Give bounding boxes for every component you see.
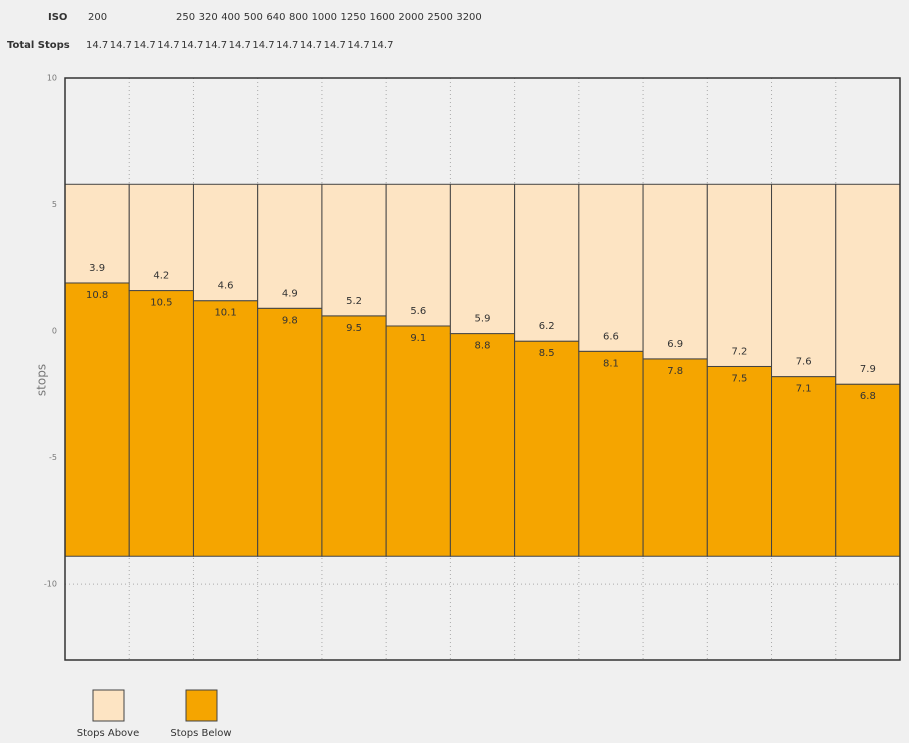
value-label: 8.1 <box>603 358 619 369</box>
bar-segment <box>642 358 708 557</box>
total-value: 14.7 <box>86 40 108 51</box>
bar-segment <box>514 183 580 342</box>
bar-segment <box>257 307 323 557</box>
y-tick-label: 5 <box>52 200 57 209</box>
bar-segment <box>642 183 708 360</box>
value-label: 4.9 <box>282 288 298 299</box>
value-label: 8.8 <box>475 341 491 352</box>
legend-swatch <box>92 689 125 722</box>
bar-segment <box>578 350 644 557</box>
iso-value: 500 <box>244 12 263 23</box>
iso-value: 250 <box>176 12 195 23</box>
value-label: 4.2 <box>153 271 169 282</box>
bar-segment <box>192 183 259 302</box>
y-tick-label: 0 <box>52 327 57 336</box>
total-value: 14.7 <box>252 40 274 51</box>
total-row: 14.7 14.7 14.7 14.7 14.7 14.7 14.7 14.7 14.7 14.7… <box>86 40 393 51</box>
value-label: 7.8 <box>667 366 683 377</box>
value-label: 8.5 <box>539 348 555 359</box>
total-value: 14.7 <box>371 40 393 51</box>
bar-segment <box>128 183 194 292</box>
total-value: 14.7 <box>347 40 369 51</box>
total-value: 14.7 <box>205 40 227 51</box>
legend-label: Stops Above <box>77 728 140 739</box>
total-value: 14.7 <box>134 40 156 51</box>
plot-frame <box>64 77 901 661</box>
value-label: 4.6 <box>218 281 234 292</box>
bar-segment <box>835 183 901 385</box>
value-label: 7.9 <box>860 364 876 375</box>
bar-segment <box>706 365 773 557</box>
bar-segment <box>385 325 451 557</box>
value-label: 7.2 <box>731 346 747 357</box>
value-label: 7.5 <box>731 373 747 384</box>
iso-label: ISO <box>48 12 67 23</box>
bar-segment <box>578 183 644 352</box>
bar-segment <box>385 183 451 327</box>
bar-segment <box>706 183 773 367</box>
iso-value: 320 <box>199 12 218 23</box>
value-label: 10.8 <box>86 290 108 301</box>
bar-segment <box>514 340 580 557</box>
bar-segment <box>321 315 387 557</box>
total-value: 14.7 <box>157 40 179 51</box>
legend-label: Stops Below <box>170 728 231 739</box>
value-label: 3.9 <box>89 263 105 274</box>
bar-segment <box>771 376 837 557</box>
total-value: 14.7 <box>229 40 251 51</box>
y-tick-label: 10 <box>47 74 57 83</box>
bar-segment <box>771 183 837 378</box>
y-axis-label: stops <box>35 364 49 396</box>
iso-value: 640 <box>266 12 285 23</box>
value-label: 5.6 <box>410 306 426 317</box>
value-label: 7.1 <box>796 384 812 395</box>
total-value: 14.7 <box>181 40 203 51</box>
iso-value: 3200 <box>456 12 481 23</box>
iso-row: 200 250 320 400 500 640 800 1000 1250 1600 2000 250… <box>88 12 482 23</box>
iso-value: 1000 <box>312 12 337 23</box>
bar-segment <box>64 282 130 557</box>
bar-segment <box>321 183 387 317</box>
iso-value: 400 <box>221 12 240 23</box>
value-label: 9.1 <box>410 333 426 344</box>
value-label: 9.8 <box>282 315 298 326</box>
bar-segment <box>128 290 194 557</box>
value-label: 5.2 <box>346 296 362 307</box>
y-tick-label: -10 <box>44 580 57 589</box>
total-value: 14.7 <box>300 40 322 51</box>
iso-value: 200 <box>88 12 107 23</box>
value-label: 6.2 <box>539 321 555 332</box>
y-tick-label: -5 <box>49 453 57 462</box>
total-value: 14.7 <box>276 40 298 51</box>
value-label: 10.5 <box>150 298 172 309</box>
bar-segment <box>64 183 130 284</box>
value-label: 5.9 <box>475 314 491 325</box>
total-label: Total Stops <box>7 40 70 51</box>
bar-segment <box>257 183 323 309</box>
value-label: 10.1 <box>214 308 236 319</box>
value-label: 6.8 <box>860 391 876 402</box>
bar-segment <box>449 333 516 557</box>
bar-segment <box>449 183 516 335</box>
total-value: 14.7 <box>324 40 346 51</box>
legend-swatch <box>185 689 218 722</box>
total-value: 14.7 <box>110 40 132 51</box>
value-label: 6.9 <box>667 339 683 350</box>
iso-value: 800 <box>289 12 308 23</box>
value-label: 9.5 <box>346 323 362 334</box>
value-label: 7.6 <box>796 357 812 368</box>
iso-value: 2500 <box>427 12 452 23</box>
value-label: 6.6 <box>603 331 619 342</box>
iso-value: 1600 <box>369 12 394 23</box>
iso-value: 1250 <box>341 12 366 23</box>
bar-segment <box>192 300 259 557</box>
iso-value: 2000 <box>398 12 423 23</box>
bar-segment <box>835 383 901 557</box>
